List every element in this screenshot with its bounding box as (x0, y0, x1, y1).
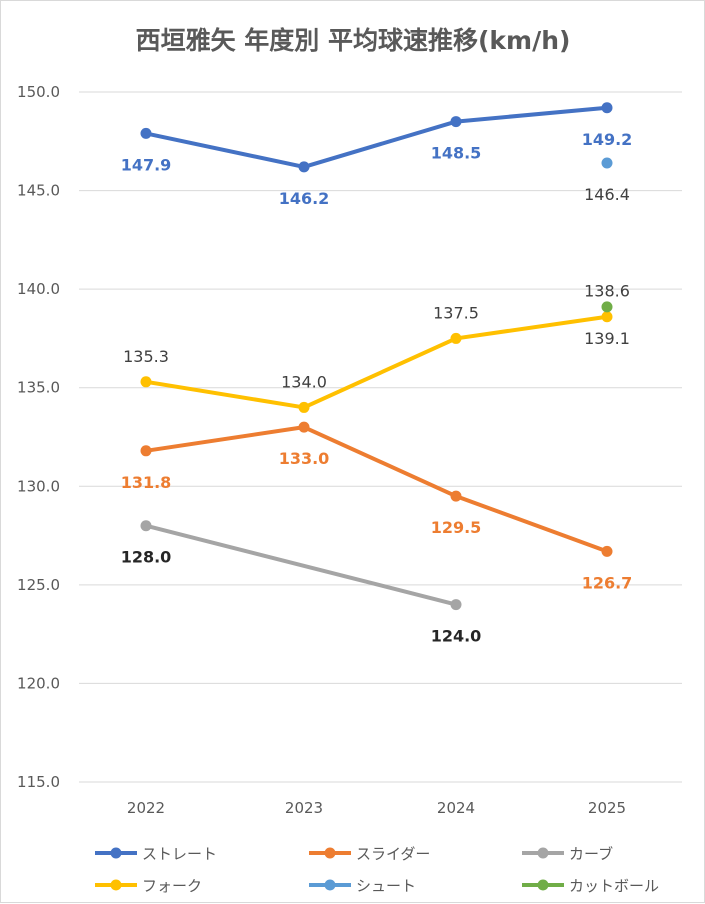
data-label: 146.2 (279, 189, 330, 208)
data-point (601, 157, 613, 169)
data-labels: 147.9 146.2 148.5 149.2 131.8 133.0 129.5 126.7… (121, 130, 633, 646)
legend-label: ストレート (142, 845, 217, 863)
x-axis-ticks: 2022 2023 2024 2025 (127, 799, 626, 817)
data-point (450, 116, 462, 128)
data-label: 147.9 (121, 155, 172, 174)
legend-marker (110, 879, 122, 891)
data-label: 131.8 (121, 473, 172, 492)
data-label: 128.0 (121, 548, 172, 567)
series-group (140, 311, 613, 413)
legend-item: カーブ (522, 845, 613, 863)
data-label: 146.4 (584, 185, 630, 204)
data-label: 124.0 (431, 627, 482, 646)
x-tick-label: 2022 (127, 799, 165, 817)
legend-item: ストレート (95, 845, 217, 863)
y-tick-label: 140.0 (17, 280, 60, 298)
data-point (140, 376, 152, 388)
data-point (298, 421, 310, 433)
y-tick-label: 115.0 (17, 773, 60, 791)
legend-marker (537, 847, 549, 859)
series-group (140, 421, 613, 557)
y-tick-label: 120.0 (17, 674, 60, 692)
data-point (601, 545, 613, 557)
legend-label: カットボール (569, 877, 659, 895)
data-point (450, 599, 462, 611)
y-tick-label: 145.0 (17, 182, 60, 200)
legend-item: カットボール (522, 877, 659, 895)
series-layer (140, 102, 613, 611)
series-line (144, 425, 609, 554)
data-label: 139.1 (584, 329, 630, 348)
data-label: 126.7 (582, 573, 633, 592)
data-label: 129.5 (431, 518, 482, 537)
y-axis-ticks: 150.0 145.0 140.0 135.0 130.0 125.0 120.0 115.0 (17, 83, 60, 791)
legend-label: スライダー (356, 845, 430, 863)
legend-marker (324, 879, 336, 891)
series-line (144, 105, 609, 169)
legend-label: フォーク (142, 877, 202, 895)
data-point (450, 332, 462, 344)
data-point (601, 311, 613, 323)
data-label: 138.6 (584, 282, 630, 301)
x-tick-label: 2025 (588, 799, 626, 817)
legend-item: シュート (309, 877, 416, 895)
data-point (298, 401, 310, 413)
legend-marker (110, 847, 122, 859)
data-label: 135.3 (123, 347, 169, 366)
y-tick-label: 150.0 (17, 83, 60, 101)
y-tick-label: 125.0 (17, 576, 60, 594)
data-point (601, 102, 613, 114)
data-point (601, 301, 613, 313)
data-label: 134.0 (281, 372, 327, 391)
data-point (298, 161, 310, 173)
legend-marker (324, 847, 336, 859)
series-group (601, 157, 613, 169)
data-point (140, 127, 152, 139)
legend-label: カーブ (569, 845, 613, 863)
series-group (140, 102, 613, 173)
y-tick-label: 135.0 (17, 379, 60, 397)
y-tick-label: 130.0 (17, 477, 60, 495)
legend-marker (537, 879, 549, 891)
series-group (140, 520, 462, 611)
data-label: 149.2 (582, 130, 633, 149)
data-point (140, 445, 152, 457)
series-line (144, 314, 609, 410)
data-point (140, 520, 152, 532)
chart-title: 西垣雅矢 年度別 平均球速推移(km/h) (136, 26, 571, 55)
legend-item: フォーク (95, 877, 202, 895)
x-tick-label: 2024 (437, 799, 475, 817)
data-label: 148.5 (431, 144, 482, 163)
legend-item: スライダー (309, 845, 430, 863)
data-point (450, 490, 462, 502)
x-tick-label: 2023 (285, 799, 323, 817)
series-line (144, 523, 458, 607)
series-group (601, 301, 613, 313)
legend-label: シュート (356, 877, 416, 895)
data-label: 133.0 (279, 449, 330, 468)
data-label: 137.5 (433, 303, 479, 322)
